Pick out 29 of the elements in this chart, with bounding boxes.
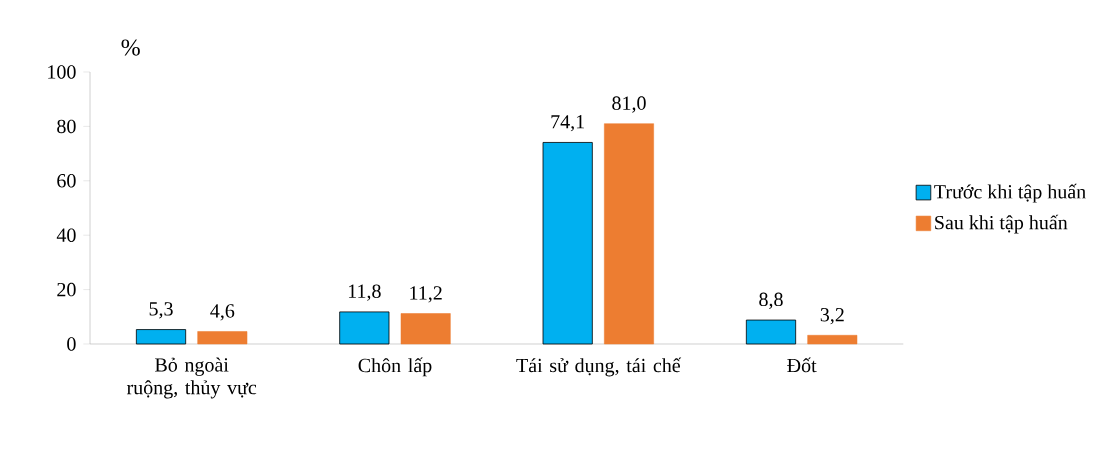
x-tick-label: Tái sử dụng, tái chế <box>516 357 682 377</box>
y-tick-label: 60 <box>57 174 76 188</box>
bar <box>745 319 797 345</box>
x-tick-label: Chôn lấp <box>358 357 432 377</box>
y-tick-label: 0 <box>67 337 76 351</box>
data-label: 11,2 <box>410 286 442 303</box>
data-label: 3,2 <box>820 308 844 325</box>
y-tick-label: 40 <box>56 228 76 242</box>
data-label: 8,8 <box>759 292 783 309</box>
legend-label: Trước khi tập huấn <box>934 183 1086 203</box>
data-label: 11,8 <box>348 284 381 301</box>
bar <box>197 331 248 345</box>
x-tick-label: Bỏ ngoài ruộng, thủy vực <box>126 357 257 399</box>
y-tick-label: 100 <box>48 65 76 79</box>
bar <box>542 142 593 345</box>
bar <box>135 329 187 345</box>
x-tick-label: Đốt <box>787 357 817 373</box>
legend-label: Sau khi tập huấn <box>935 214 1068 234</box>
bar <box>339 311 390 345</box>
data-label: 5,3 <box>149 302 173 319</box>
y-tick-label: 20 <box>57 282 76 297</box>
data-label: 74,1 <box>551 115 584 132</box>
data-label: 81,0 <box>612 96 646 113</box>
bar <box>604 123 654 345</box>
y-tick-label: 80 <box>57 119 76 134</box>
bar <box>400 313 451 345</box>
data-label: 4,6 <box>210 304 235 321</box>
bar <box>807 335 858 345</box>
y-axis-title: % <box>121 39 140 56</box>
